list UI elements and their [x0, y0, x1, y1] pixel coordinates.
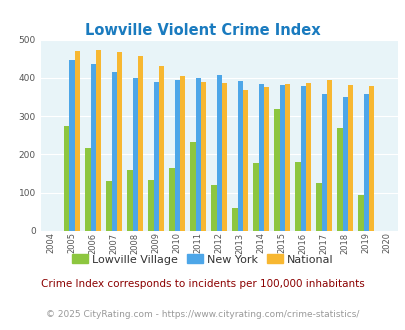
- Bar: [174, 80, 179, 231]
- Bar: [347, 85, 352, 231]
- Bar: [132, 78, 137, 231]
- Bar: [337, 128, 342, 231]
- Bar: [190, 142, 195, 231]
- Bar: [216, 75, 221, 231]
- Bar: [96, 50, 101, 231]
- Bar: [279, 85, 284, 231]
- Bar: [284, 84, 290, 231]
- Bar: [274, 109, 279, 231]
- Bar: [242, 90, 247, 231]
- Bar: [326, 80, 331, 231]
- Bar: [200, 82, 206, 231]
- Bar: [195, 78, 200, 231]
- Bar: [158, 66, 164, 231]
- Bar: [368, 86, 373, 231]
- Bar: [258, 84, 263, 231]
- Bar: [237, 81, 242, 231]
- Bar: [305, 83, 310, 231]
- Bar: [358, 195, 363, 231]
- Text: © 2025 CityRating.com - https://www.cityrating.com/crime-statistics/: © 2025 CityRating.com - https://www.city…: [46, 310, 359, 319]
- Text: Crime Index corresponds to incidents per 100,000 inhabitants: Crime Index corresponds to incidents per…: [41, 279, 364, 289]
- Bar: [315, 183, 321, 231]
- Bar: [321, 94, 326, 231]
- Bar: [263, 87, 269, 231]
- Bar: [127, 170, 132, 231]
- Bar: [342, 97, 347, 231]
- Bar: [64, 126, 69, 231]
- Bar: [111, 72, 117, 231]
- Bar: [300, 85, 305, 231]
- Text: Lowville Violent Crime Index: Lowville Violent Crime Index: [85, 23, 320, 38]
- Bar: [106, 181, 111, 231]
- Bar: [179, 76, 185, 231]
- Bar: [85, 148, 90, 231]
- Bar: [169, 168, 174, 231]
- Bar: [90, 64, 96, 231]
- Legend: Lowville Village, New York, National: Lowville Village, New York, National: [68, 250, 337, 269]
- Bar: [221, 83, 226, 231]
- Bar: [211, 185, 216, 231]
- Bar: [137, 56, 143, 231]
- Bar: [117, 52, 122, 231]
- Bar: [253, 163, 258, 231]
- Bar: [232, 208, 237, 231]
- Bar: [75, 51, 80, 231]
- Bar: [363, 94, 368, 231]
- Bar: [148, 181, 153, 231]
- Bar: [295, 162, 300, 231]
- Bar: [153, 82, 158, 231]
- Bar: [69, 60, 75, 231]
